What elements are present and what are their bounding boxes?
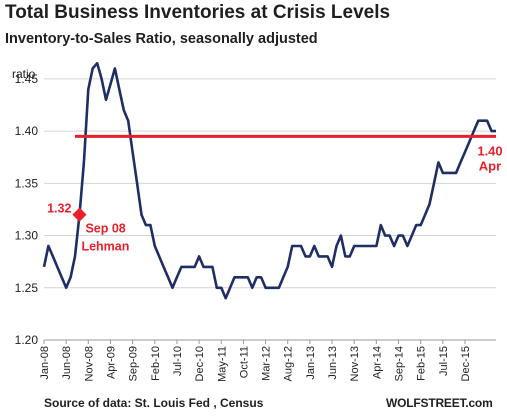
chart-subtitle: Inventory-to-Sales Ratio, seasonally adj… <box>5 31 318 47</box>
x-tick-label: Sep-14 <box>394 346 406 381</box>
x-tick-label: Jul-15 <box>438 346 450 376</box>
brand-label: WOLFSTREET.com <box>386 396 493 410</box>
y-tick-label: 1.30 <box>15 229 39 243</box>
x-tick-label: Jan-08 <box>39 346 51 380</box>
x-tick-label: Oct-11 <box>238 346 250 378</box>
x-tick-label: Jun-08 <box>61 346 73 380</box>
y-tick-label: 1.40 <box>15 124 39 138</box>
x-tick-label: Aug-12 <box>283 346 295 381</box>
lehman-date-label: Sep 08 <box>85 222 125 236</box>
x-tick-label: Nov-13 <box>349 346 361 381</box>
latest-month-label: Apr <box>479 158 501 173</box>
inventory-ratio-line <box>42 61 496 300</box>
x-tick-label: Jun-13 <box>327 346 339 380</box>
chart-title: Total Business Inventories at Crisis Lev… <box>5 2 391 23</box>
x-tick-label: Nov-08 <box>83 346 95 381</box>
lehman-marker <box>72 207 87 222</box>
x-tick-label: Dec-15 <box>460 346 472 381</box>
x-tick-label: Dec-10 <box>194 346 206 381</box>
x-tick-label: Mar-12 <box>261 346 273 381</box>
x-tick-label: May-11 <box>216 346 228 382</box>
y-tick-label: 1.35 <box>15 176 39 190</box>
x-tick-label: Feb-15 <box>416 346 428 381</box>
y-tick-label: 1.25 <box>15 281 39 295</box>
lehman-event-label: Lehman <box>81 240 129 254</box>
x-tick-label: Apr-14 <box>371 346 383 379</box>
x-tick-label: Feb-10 <box>150 346 162 381</box>
y-axis-label: ratio <box>12 67 36 81</box>
y-tick-label: 1.45 <box>15 72 39 86</box>
x-tick-label: Jul-10 <box>172 346 184 376</box>
latest-value-label: 1.40 <box>477 143 502 158</box>
x-tick-label: Apr-09 <box>105 346 117 379</box>
x-tick-label: Sep-09 <box>128 346 140 381</box>
y-tick-label: 1.20 <box>15 333 39 347</box>
x-tick-label: Jan-13 <box>305 346 317 380</box>
source-note: Source of data: St. Louis Fed , Census <box>44 396 264 410</box>
lehman-value-label: 1.32 <box>47 202 71 216</box>
